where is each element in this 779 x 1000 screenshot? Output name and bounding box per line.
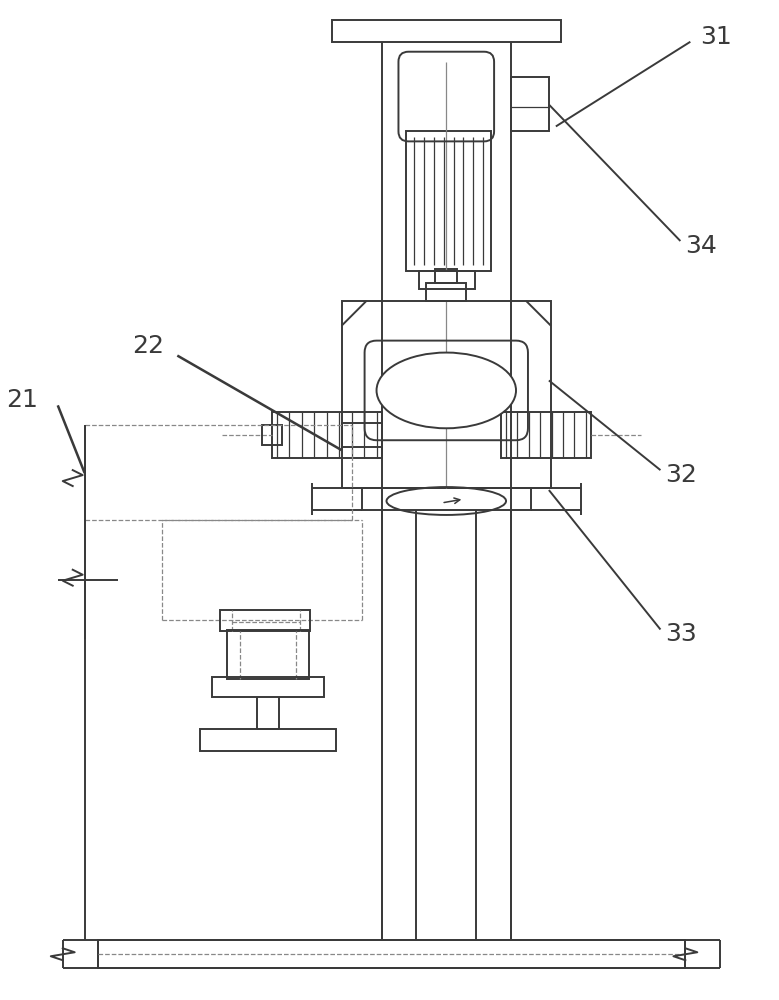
Bar xyxy=(419,271,475,289)
Text: 34: 34 xyxy=(686,234,717,258)
Bar xyxy=(361,488,531,510)
Text: 32: 32 xyxy=(665,463,697,487)
Bar xyxy=(272,412,382,458)
Ellipse shape xyxy=(376,353,516,428)
Bar xyxy=(435,269,457,283)
Bar xyxy=(426,283,466,301)
Bar xyxy=(97,940,686,968)
Text: 33: 33 xyxy=(665,622,697,646)
Bar xyxy=(262,425,282,445)
Bar xyxy=(511,77,549,131)
Bar xyxy=(220,610,310,631)
Bar xyxy=(501,412,590,458)
Text: 21: 21 xyxy=(6,388,38,412)
Bar xyxy=(342,301,551,488)
Bar xyxy=(227,630,308,679)
Bar xyxy=(342,423,382,447)
Text: 31: 31 xyxy=(700,25,732,49)
Bar xyxy=(407,131,491,271)
Text: 22: 22 xyxy=(132,334,164,358)
Bar xyxy=(212,677,324,697)
Bar xyxy=(332,20,561,42)
Bar xyxy=(200,729,336,751)
